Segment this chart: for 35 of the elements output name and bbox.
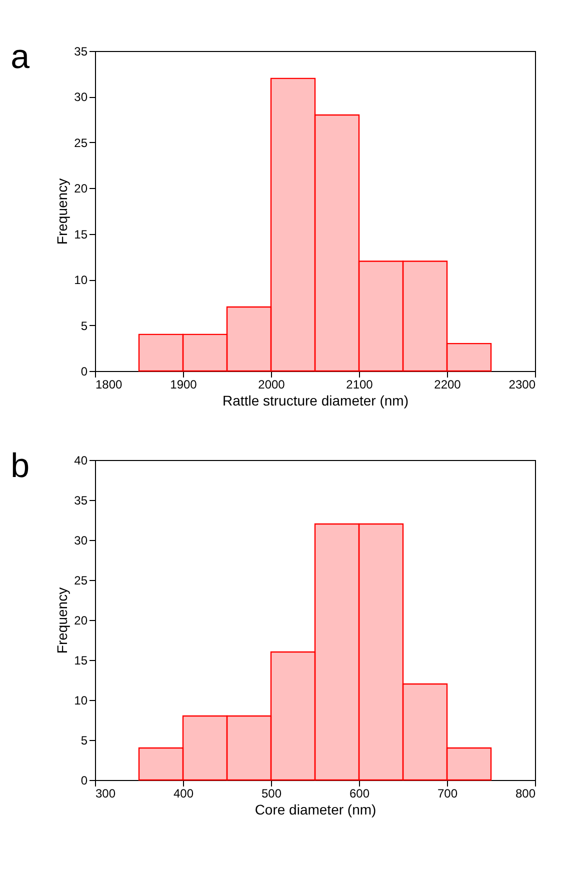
y-tick-label: 25 [74,136,88,150]
x-tick-label: 2300 [508,378,536,392]
x-tick-label: 500 [261,786,282,800]
y-tick-label: 0 [80,364,88,378]
chart-title: a [10,38,30,76]
y-tick-label: 5 [80,734,88,748]
y-tick-label: 35 [74,44,88,58]
x-tick-label: 2100 [346,378,374,392]
x-tick-label: 600 [349,786,370,800]
y-axis-title: Frequency [54,178,70,245]
x-tick-label: 400 [173,786,194,800]
x-axis-title: Core diameter (nm) [254,802,376,818]
x-tick-label: 700 [437,786,458,800]
y-tick-label: 0 [80,774,88,788]
x-tick-label: 800 [515,786,536,800]
y-tick-label: 10 [74,273,88,288]
y-tick-label: 20 [74,614,88,628]
y-tick-label: 5 [80,318,88,333]
x-tick-label: 1900 [170,378,198,392]
y-axis-title: Frequency [54,587,70,654]
y-tick-label: 30 [74,90,88,104]
y-tick-label: 40 [74,454,88,468]
x-tick-label: 2000 [258,378,286,392]
y-tick-label: 20 [74,182,88,196]
y-tick-label: 15 [74,654,88,668]
y-tick-label: 10 [74,694,88,708]
x-tick-label: 1800 [96,378,123,392]
x-tick-label: 300 [96,786,116,800]
y-tick-label: 30 [74,534,88,548]
chart-title: b [10,447,30,485]
y-tick-label: 15 [74,227,88,242]
x-tick-label: 2200 [434,378,462,392]
y-tick-label: 35 [74,494,88,508]
x-axis-title: Rattle structure diameter (nm) [222,392,408,408]
y-tick-label: 25 [74,574,88,588]
